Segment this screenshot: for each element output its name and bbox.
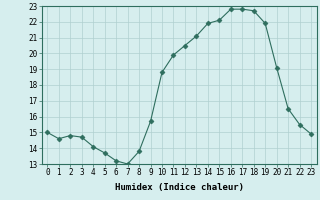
X-axis label: Humidex (Indice chaleur): Humidex (Indice chaleur) bbox=[115, 183, 244, 192]
